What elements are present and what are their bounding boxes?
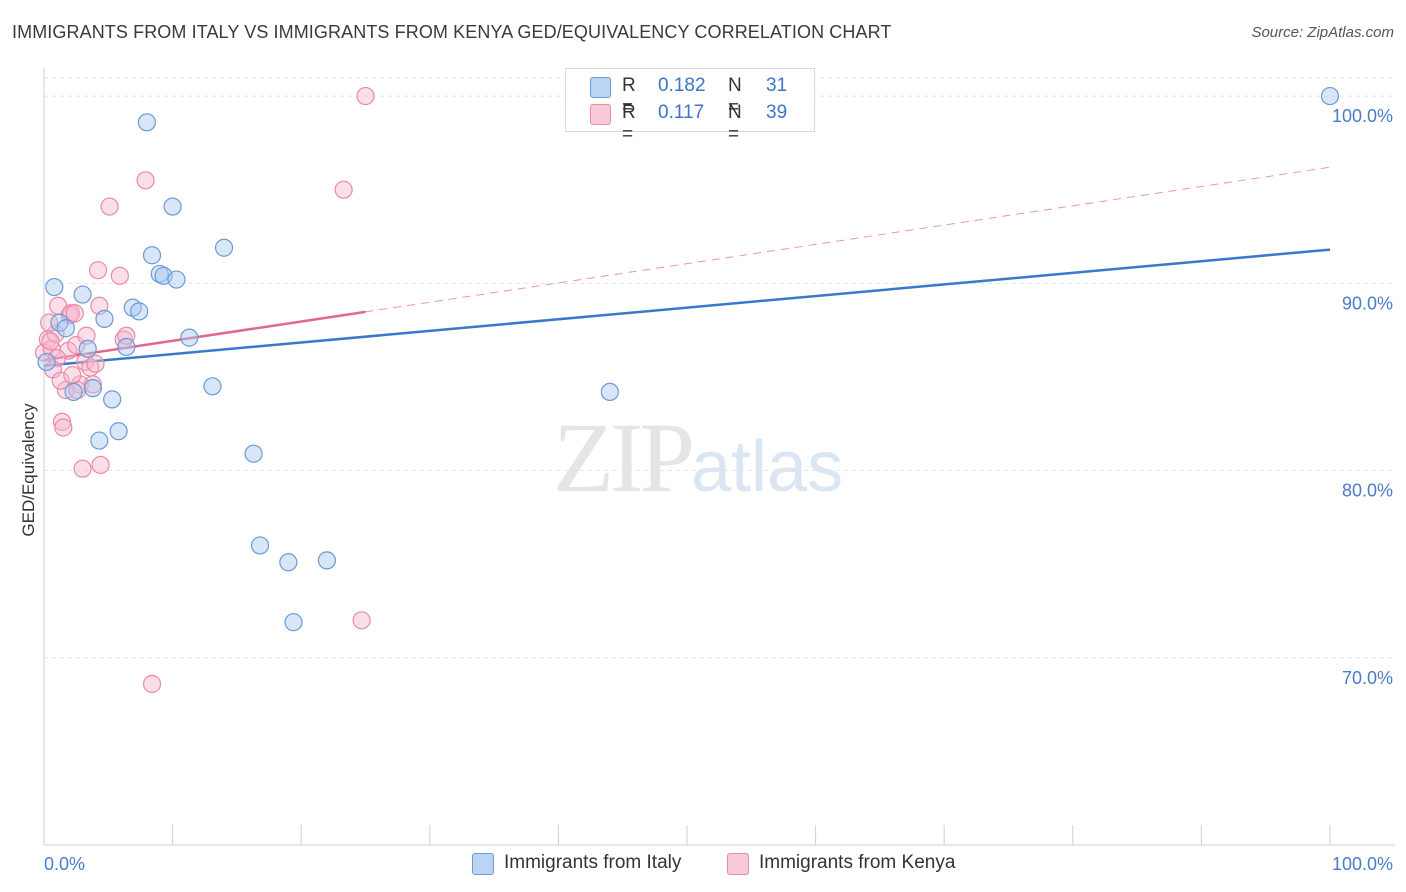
italy-point xyxy=(83,379,102,398)
italy-n-label: N = xyxy=(728,75,742,118)
kenya-legend-swatch xyxy=(727,853,749,875)
italy-point xyxy=(103,390,122,409)
chart-title: IMMIGRANTS FROM ITALY VS IMMIGRANTS FROM… xyxy=(12,22,892,42)
italy-point xyxy=(279,553,298,572)
source-label: Source: ZipAtlas.com xyxy=(1251,24,1394,41)
y-tick-label: 100.0% xyxy=(1332,106,1393,126)
kenya-point xyxy=(142,674,162,694)
italy-point xyxy=(284,613,303,632)
italy-point xyxy=(163,197,182,216)
y-tick-label: 90.0% xyxy=(1342,293,1393,313)
kenya-n-value: 39 xyxy=(766,102,788,123)
kenya-point xyxy=(86,354,105,373)
italy-point xyxy=(600,382,619,402)
kenya-point xyxy=(100,197,119,216)
kenya-r-label: R = xyxy=(622,102,636,145)
kenya-point xyxy=(110,266,129,285)
kenya-trend-line xyxy=(43,310,366,362)
italy-swatch xyxy=(590,77,611,98)
kenya-point xyxy=(88,261,108,280)
kenya-trend-extension xyxy=(365,166,1331,313)
kenya-point xyxy=(63,365,82,385)
italy-point xyxy=(167,270,186,289)
kenya-legend-label: Immigrants from Kenya xyxy=(759,852,956,873)
italy-point xyxy=(130,302,149,321)
italy-point xyxy=(180,328,199,347)
italy-point xyxy=(203,377,222,396)
italy-point xyxy=(95,309,114,328)
kenya-point xyxy=(41,332,60,351)
italy-point xyxy=(317,551,337,570)
italy-point xyxy=(73,285,92,304)
italy-r-value: 0.182 xyxy=(658,75,706,96)
kenya-swatch xyxy=(590,104,611,125)
italy-point xyxy=(137,113,156,132)
kenya-point xyxy=(52,412,72,431)
y-tick-label: 80.0% xyxy=(1342,481,1393,501)
italy-point xyxy=(78,339,97,358)
italy-point xyxy=(250,536,270,555)
italy-trend-line xyxy=(43,248,1331,367)
axes xyxy=(43,68,1395,846)
italy-point xyxy=(142,246,162,265)
x-tick-label-max: 100.0% xyxy=(1332,854,1393,874)
y-axis-label: GED/Equivalency xyxy=(19,403,38,537)
kenya-point xyxy=(91,455,110,475)
italy-n-value: 31 xyxy=(766,75,788,96)
grid-lines xyxy=(44,77,1395,659)
italy-point xyxy=(244,444,263,463)
kenya-point xyxy=(136,171,155,190)
kenya-point xyxy=(356,86,375,106)
axis-labels: 70.0% 80.0% 90.0% 100.0% 0.0% 100.0% GED/Equiv… xyxy=(19,106,1393,874)
kenya-point xyxy=(40,313,59,332)
watermark-atlas: atlas xyxy=(691,427,844,507)
italy-point xyxy=(1320,86,1340,106)
kenya-point xyxy=(51,371,70,390)
trend-lines xyxy=(43,166,1331,367)
kenya-point xyxy=(77,326,96,345)
kenya-point xyxy=(352,611,371,630)
italy-point xyxy=(45,277,64,297)
data-points xyxy=(34,86,1340,694)
x-tick-label-min: 0.0% xyxy=(44,854,85,874)
italy-point xyxy=(109,422,128,441)
italy-legend-swatch xyxy=(472,853,494,875)
italy-point xyxy=(37,352,56,372)
kenya-point xyxy=(54,418,73,437)
italy-r-label: R = xyxy=(622,75,636,118)
kenya-point xyxy=(47,349,66,368)
kenya-point xyxy=(65,304,84,323)
y-tick-label: 70.0% xyxy=(1342,668,1393,688)
italy-point xyxy=(214,238,234,257)
italy-point xyxy=(90,431,109,450)
kenya-n-label: N = xyxy=(728,102,742,145)
italy-legend-label: Immigrants from Italy xyxy=(504,852,682,873)
italy-point xyxy=(64,382,83,402)
kenya-point xyxy=(334,180,353,199)
watermark-zip: ZIP xyxy=(553,402,695,513)
italy-point xyxy=(56,319,75,338)
italy-point xyxy=(117,337,136,357)
kenya-r-value: 0.117 xyxy=(658,102,705,123)
kenya-point xyxy=(73,459,92,478)
stats-legend: R = 0.182 N = 31 R = 0.117 N = 39 xyxy=(565,68,815,145)
watermark: ZIPatlas xyxy=(553,400,843,515)
